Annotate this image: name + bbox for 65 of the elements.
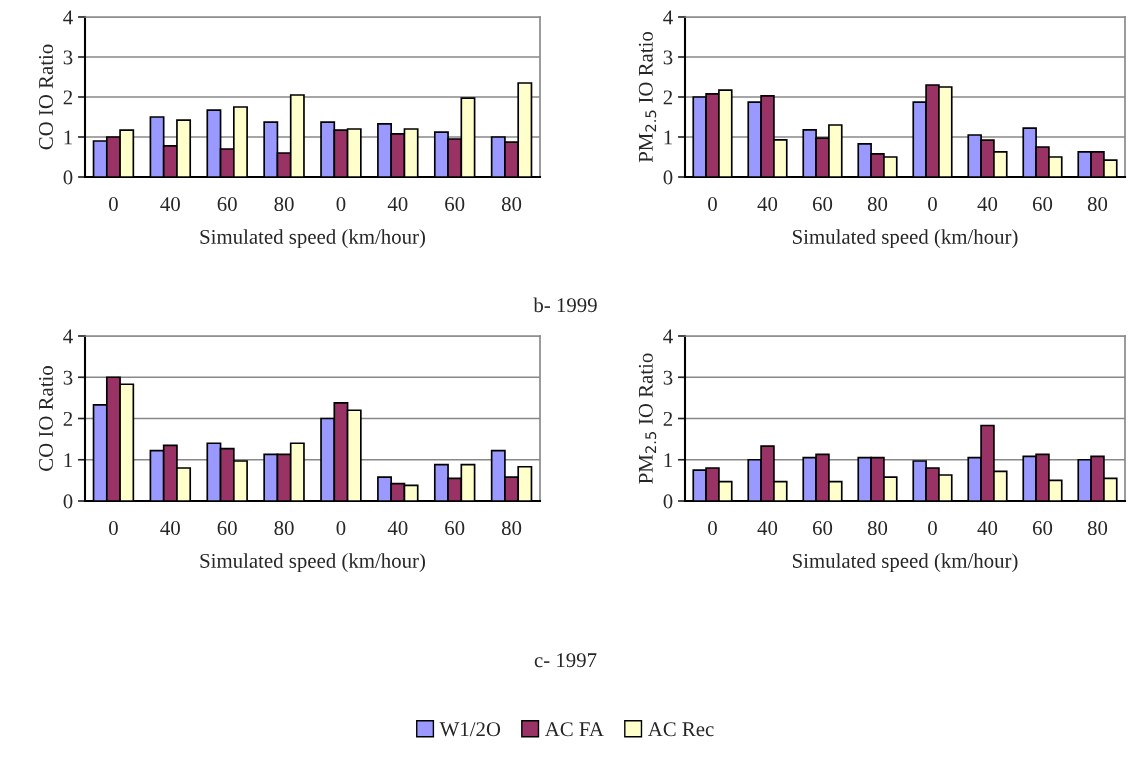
legend-label: AC FA <box>544 722 604 737</box>
x-tick-label: 80 <box>867 197 888 212</box>
y-tick-label: 3 <box>663 50 673 65</box>
y-tick-label: 1 <box>64 130 72 145</box>
x-tick-label: 80 <box>867 521 888 536</box>
x-tick-label: 40 <box>160 521 180 536</box>
x-tick-label: 80 <box>501 197 522 212</box>
y-tick-label: 2 <box>663 90 673 105</box>
x-tick-label: 80 <box>1087 197 1108 212</box>
y-tick-label: 0 <box>63 170 73 185</box>
x-tick-label: 40 <box>160 197 180 212</box>
y-tick-label: 4 <box>63 329 73 344</box>
y-axis-title: CO IO Ratio <box>38 366 53 471</box>
y-tick-label: 4 <box>63 10 73 25</box>
x-tick-label: 60 <box>217 197 237 212</box>
legend-label: AC Rec <box>647 722 714 737</box>
y-axis-title: PM$_{2.5}$ IO Ratio <box>638 353 657 484</box>
y-tick-label: 4 <box>663 329 673 344</box>
y-tick-label: 2 <box>63 411 73 426</box>
y-tick-label: 3 <box>663 370 673 385</box>
y-tick-label: 0 <box>63 494 73 509</box>
legend-label: W1/2O <box>439 722 501 737</box>
x-tick-label: 40 <box>757 521 778 536</box>
y-tick-label: 0 <box>663 494 673 509</box>
x-tick-label: 60 <box>1032 197 1053 212</box>
x-tick-label: 60 <box>217 521 237 536</box>
x-tick-label: 80 <box>274 521 294 536</box>
y-tick-label: 2 <box>63 90 73 105</box>
x-tick-label: 60 <box>812 521 833 536</box>
x-tick-label: 60 <box>1032 521 1053 536</box>
x-tick-label: 40 <box>387 197 408 212</box>
y-tick-label: 0 <box>663 170 673 185</box>
x-axis-title: Simulated speed (km/hour) <box>200 553 425 573</box>
y-tick-label: 4 <box>663 10 673 25</box>
text: c- 1997 <box>534 653 597 668</box>
x-tick-label: 0 <box>336 521 346 536</box>
x-tick-label: 0 <box>928 197 937 212</box>
x-tick-label: 60 <box>445 521 465 536</box>
x-tick-label: 80 <box>1087 521 1108 536</box>
text: b- 1999 <box>533 297 597 313</box>
x-tick-label: 40 <box>977 197 998 212</box>
x-tick-label: 40 <box>387 521 408 536</box>
x-tick-label: 40 <box>757 197 778 212</box>
x-tick-label: 0 <box>109 521 118 536</box>
y-tick-label: 2 <box>663 411 673 426</box>
y-tick-label: 3 <box>63 50 73 65</box>
x-axis-title: Simulated speed (km/hour) <box>792 229 1018 249</box>
y-tick-label: 3 <box>63 370 73 385</box>
y-tick-label: 1 <box>64 453 72 467</box>
x-tick-label: 0 <box>928 521 937 536</box>
x-axis-title: Simulated speed (km/hour) <box>200 229 425 249</box>
x-tick-label: 0 <box>336 197 346 212</box>
x-tick-label: 40 <box>977 521 998 536</box>
x-tick-label: 0 <box>708 521 717 536</box>
x-tick-label: 60 <box>812 197 833 212</box>
x-tick-label: 60 <box>445 197 465 212</box>
x-tick-label: 0 <box>708 197 717 212</box>
y-tick-label: 1 <box>664 130 672 145</box>
x-tick-label: 80 <box>501 521 522 536</box>
x-tick-label: 0 <box>109 197 118 212</box>
x-tick-label: 80 <box>274 197 294 212</box>
y-tick-label: 1 <box>664 453 672 467</box>
x-axis-title: Simulated speed (km/hour) <box>792 553 1018 573</box>
y-axis-title: PM$_{2.5}$ IO Ratio <box>638 32 657 163</box>
y-axis-title: CO IO Ratio <box>38 44 53 150</box>
